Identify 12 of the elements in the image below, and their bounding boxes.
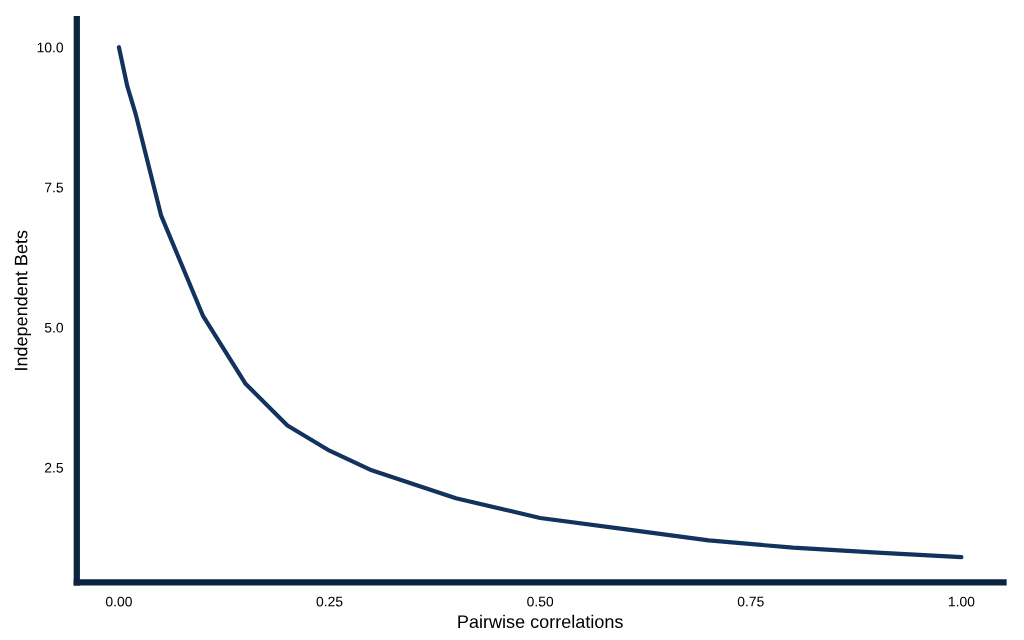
x-tick-label: 1.00	[948, 596, 975, 607]
y-tick-label: 7.5	[45, 182, 64, 193]
y-tick-label: 2.5	[45, 462, 64, 473]
x-tick-label: 0.50	[527, 596, 554, 607]
x-tick-label: 0.75	[737, 596, 764, 607]
x-axis-title: Pairwise correlations	[458, 614, 623, 629]
line-series	[116, 45, 964, 560]
x-tick-label: 0.25	[316, 596, 343, 607]
y-tick-label: 10.0	[37, 42, 64, 53]
x-tick-label: 0.00	[105, 596, 132, 607]
y-tick-label: 5.0	[44, 322, 64, 333]
y-axis-title: Independent Bets	[14, 230, 32, 370]
